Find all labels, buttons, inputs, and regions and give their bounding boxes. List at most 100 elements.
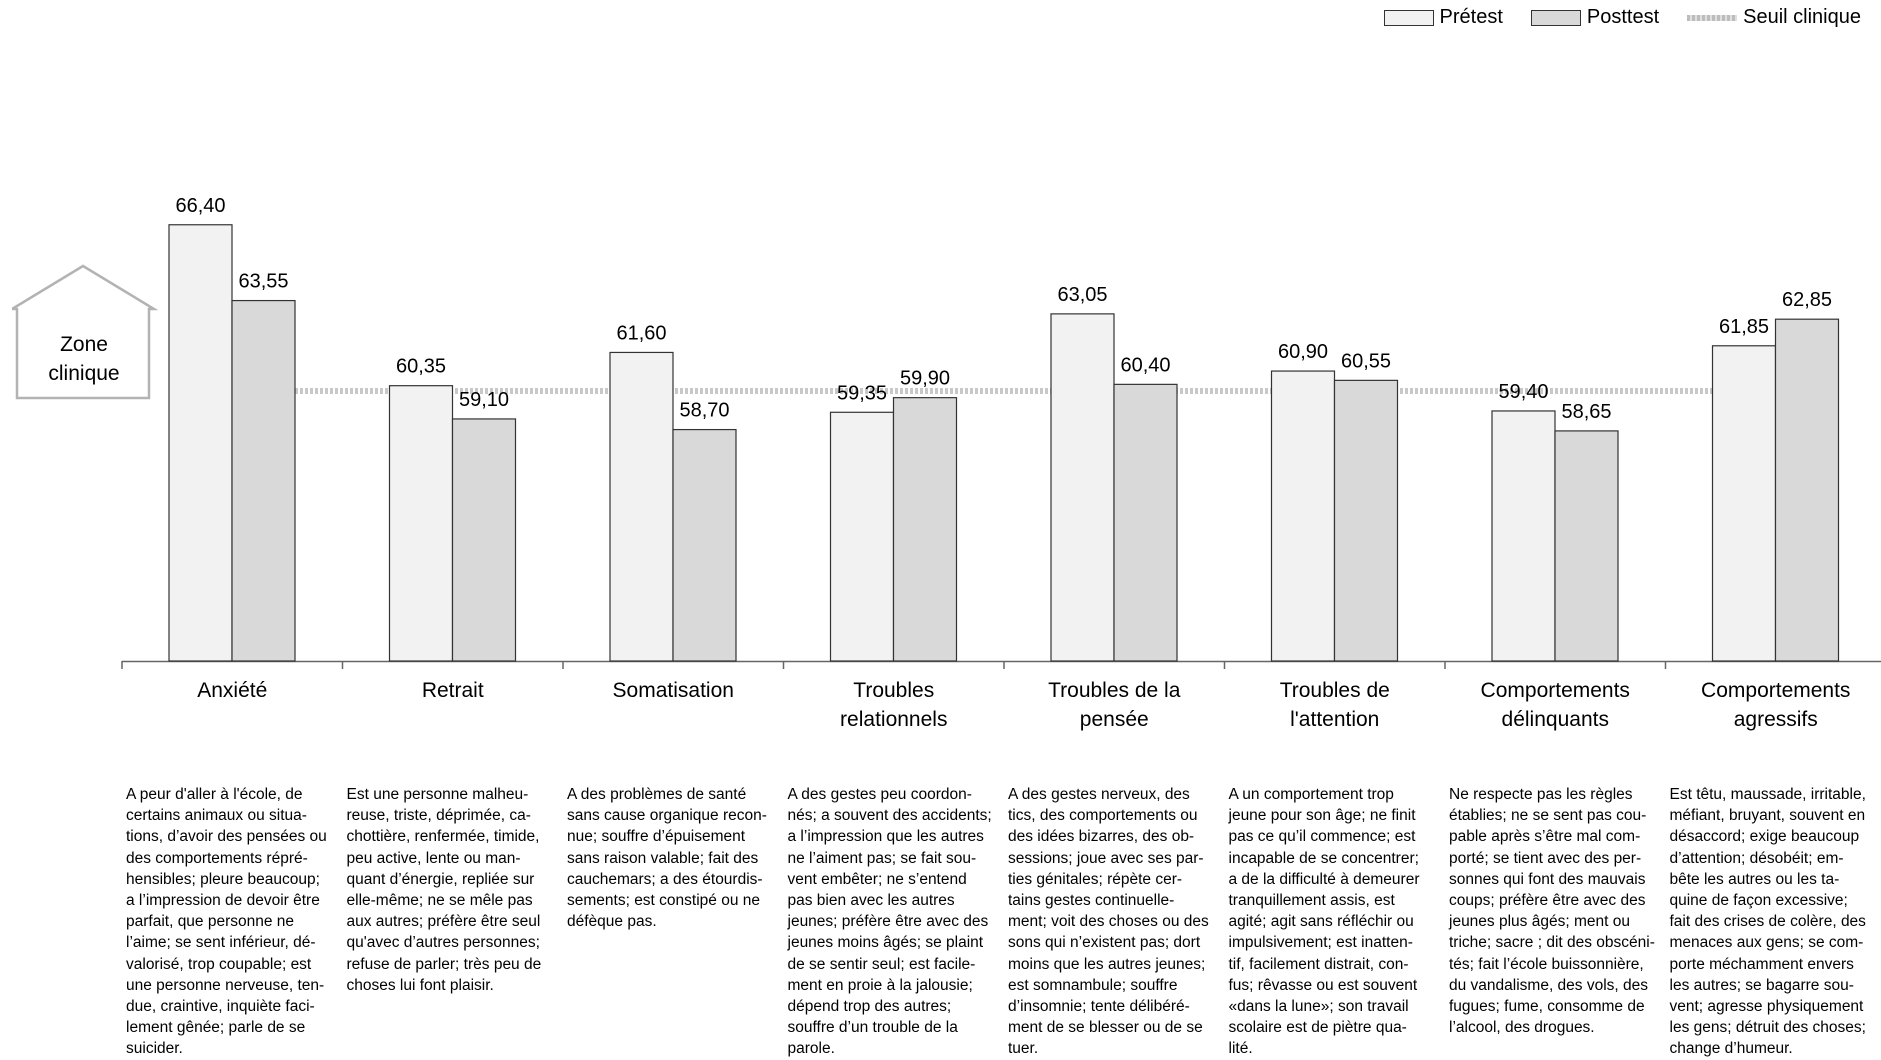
category-description: A des gestes peu coordon-nés; a souvent … [788,784,1001,1060]
category-description: Est têtu, maussade, irritable,méfiant, b… [1670,784,1881,1060]
description-line: l’alcool, des drogues. [1449,1017,1662,1038]
category-label-line1: Somatisation [563,676,784,705]
description-line: reuse, triste, déprimée, ca- [347,805,560,826]
description-line: l’aime; se sent inférieur, dé- [126,932,339,953]
category-label-line2: relationnels [784,705,1005,734]
description-line: bête les autres ou les ta- [1670,869,1881,890]
description-line: quant d’énergie, repliée sur [347,869,560,890]
description-line: une personne nerveuse, ten- [126,975,339,996]
description-line: «dans la lune»; son travail [1229,996,1442,1017]
category-label: Retrait [343,676,564,705]
description-line: tranquillement assis, est [1229,890,1442,911]
description-line: nés; a souvent des accidents; [788,805,1001,826]
description-line: sons qui n’existent pas; dort [1008,932,1221,953]
bar-posttest [1776,319,1839,661]
description-line: incapable de se concentrer; [1229,848,1442,869]
description-line: pable après s’être mal com- [1449,826,1662,847]
description-line: tics, des comportements ou [1008,805,1221,826]
description-line: A un comportement trop [1229,784,1442,805]
description-line: tions, d’avoir des pensées ou [126,826,339,847]
description-line: nue; souffre d’épuisement [567,826,780,847]
description-line: moins que les autres jeunes; [1008,954,1221,975]
description-line: menaces aux gens; se com- [1670,932,1881,953]
data-label-posttest: 63,55 [238,271,288,293]
bar-posttest [1555,431,1618,661]
description-line: lement gênée; parle de se [126,1017,339,1038]
description-line: hensibles; pleure beaucoup; [126,869,339,890]
description-line: dépend trop des autres; [788,996,1001,1017]
description-line: cauchemars; a des étourdis- [567,869,780,890]
description-line: désaccord; exige beaucoup [1670,826,1881,847]
category-label-line1: Comportements [1445,676,1666,705]
description-line: porte méchamment envers [1670,954,1881,975]
category-label-line2: délinquants [1445,705,1666,734]
description-line: ne l’aiment pas; se fait sou- [788,848,1001,869]
category-label: Anxiété [122,676,343,705]
bar-pretest [169,225,232,661]
description-line: elle-même; ne se mêle pas [347,890,560,911]
description-line: pas ce qu’il commence; est [1229,826,1442,847]
bar-posttest [673,430,736,661]
category-label-line1: Comportements [1666,676,1881,705]
description-line: due, craintive, inquiète faci- [126,996,339,1017]
bar-posttest [1335,380,1398,661]
description-line: Ne respecte pas les règles [1449,784,1662,805]
description-line: vent; agresse physiquement [1670,996,1881,1017]
category-label-line1: Anxiété [122,676,343,705]
description-line: pas bien avec les autres [788,890,1001,911]
description-line: ment de se blesser ou de se [1008,1017,1221,1038]
description-line: chottière, renfermée, timide, [347,826,560,847]
data-label-pretest: 60,35 [396,356,446,378]
description-line: A des gestes nerveux, des [1008,784,1221,805]
description-line: d’attention; désobéit; em- [1670,848,1881,869]
category-label-line1: Troubles de [1225,676,1446,705]
description-line: tuer. [1008,1038,1221,1059]
description-line: ment en proie à la jalousie; [788,975,1001,996]
description-line: A peur d'aller à l'école, de [126,784,339,805]
data-label-posttest: 59,90 [900,368,950,390]
description-line: choses lui font plaisir. [347,975,560,996]
description-line: lité. [1229,1038,1442,1059]
category-label-line2: l'attention [1225,705,1446,734]
description-line: a l’impression de devoir être [126,890,339,911]
description-line: sonnes qui font des mauvais [1449,869,1662,890]
bar-posttest [894,398,957,661]
description-line: du vandalisme, des vols, des [1449,975,1662,996]
category-label: Somatisation [563,676,784,705]
data-label-posttest: 58,65 [1561,401,1611,423]
description-line: souffre d’un trouble de la [788,1017,1001,1038]
description-line: jeune pour son âge; ne finit [1229,805,1442,826]
description-line: d’insomnie; tente délibéré- [1008,996,1221,1017]
data-label-pretest: 59,40 [1498,381,1548,403]
description-line: refuse de parler; très peu de [347,954,560,975]
bar-pretest [1272,371,1335,661]
data-label-pretest: 61,60 [616,322,666,344]
description-line: agité; agit sans réfléchir ou [1229,911,1442,932]
description-line: les autres; se bagarre sou- [1670,975,1881,996]
description-line: méfiant, bruyant, souvent en [1670,805,1881,826]
description-line: jeunes; préfère être avec des [788,911,1001,932]
description-line: aux autres; préfère être seul [347,911,560,932]
description-line: tés; fait l’école buissonnière, [1449,954,1662,975]
description-line: défèque pas. [567,911,780,932]
description-line: certains animaux ou situa- [126,805,339,826]
description-line: peu active, lente ou man- [347,848,560,869]
description-line: fus; rêvasse ou est souvent [1229,975,1442,996]
description-line: change d’humeur. [1670,1038,1881,1059]
data-label-posttest: 60,40 [1120,354,1170,376]
description-line: tains gestes continuelle- [1008,890,1221,911]
category-label-line2: pensée [1004,705,1225,734]
description-line: Est une personne malheu- [347,784,560,805]
description-line: A des gestes peu coordon- [788,784,1001,805]
description-line: tif, facilement distrait, con- [1229,954,1442,975]
description-line: est somnambule; souffre [1008,975,1221,996]
bar-posttest [232,301,295,661]
data-label-posttest: 59,10 [459,389,509,411]
